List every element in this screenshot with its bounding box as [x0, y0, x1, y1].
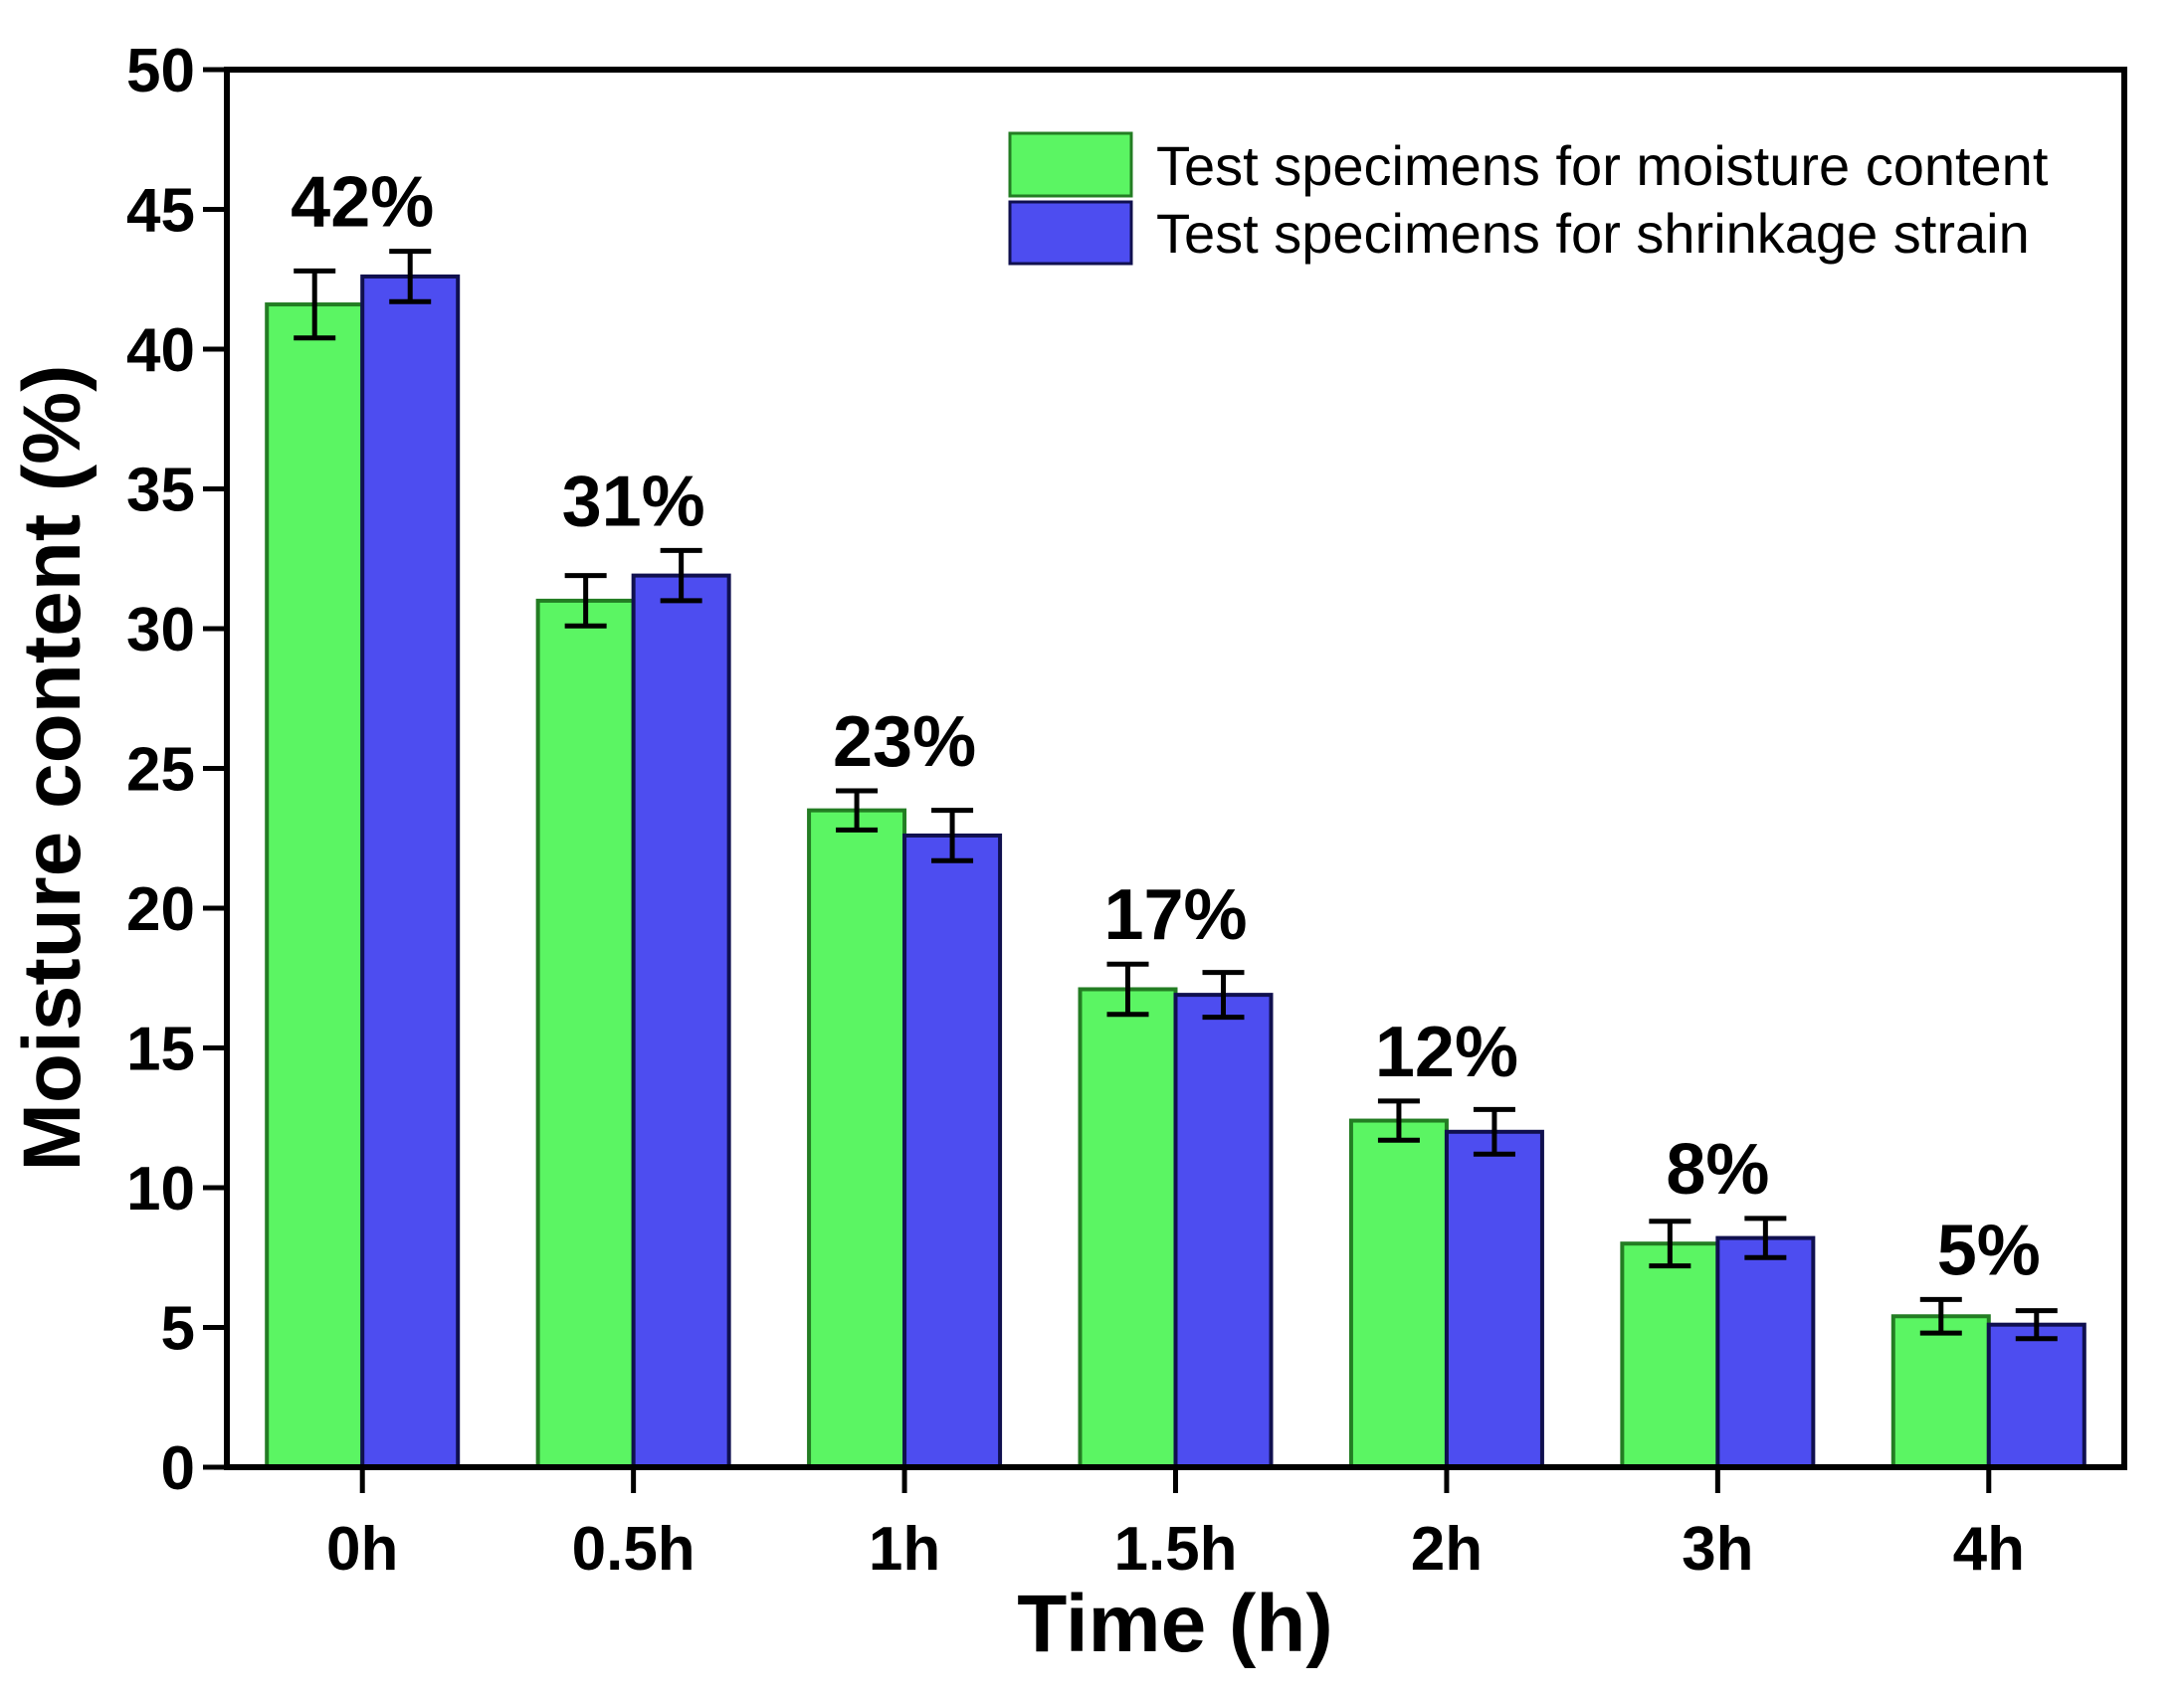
- bar: [1620, 1241, 1720, 1469]
- x-tick-label: 1.5h: [1113, 1515, 1237, 1584]
- bar-value-label: 23%: [833, 702, 976, 782]
- x-tick-label: 1h: [869, 1515, 940, 1584]
- bar-value-label: 31%: [562, 462, 705, 541]
- bar: [1173, 993, 1274, 1469]
- x-tick-label: 2h: [1411, 1515, 1483, 1584]
- error-bar: [1377, 1098, 1420, 1143]
- error-bar: [1919, 1296, 1962, 1336]
- bar: [265, 302, 365, 1469]
- bar-value-label: 8%: [1666, 1130, 1769, 1210]
- x-tick-label: 3h: [1682, 1515, 1753, 1584]
- error-bar: [1202, 970, 1245, 1021]
- legend-swatch-moisture: [1008, 131, 1133, 198]
- y-tick-label: 0: [161, 1434, 195, 1503]
- bar-value-label: 17%: [1103, 875, 1247, 955]
- x-tick-label: 0.5h: [572, 1515, 695, 1584]
- y-tick-label: 25: [126, 736, 195, 805]
- bar: [902, 833, 1003, 1469]
- bar: [1986, 1322, 2086, 1469]
- bar-value-label: 12%: [1375, 1013, 1518, 1092]
- y-tick-label: 50: [126, 37, 195, 105]
- error-bar: [1106, 961, 1149, 1018]
- y-tick-label: 10: [126, 1155, 195, 1224]
- x-tick-label: 0h: [326, 1515, 398, 1584]
- y-tick-label: 45: [126, 177, 195, 246]
- error-bar: [1649, 1219, 1691, 1269]
- legend-label-shrinkage: Test specimens for shrinkage strain: [1156, 202, 2030, 265]
- error-bar: [2015, 1308, 2058, 1342]
- error-bar: [660, 547, 702, 604]
- y-tick-label: 30: [126, 596, 195, 664]
- bar: [1348, 1118, 1449, 1470]
- bar-value-label: 5%: [1937, 1211, 2041, 1290]
- y-tick-label: 20: [126, 875, 195, 944]
- y-tick-label: 35: [126, 457, 195, 525]
- error-bar: [836, 788, 879, 833]
- legend: Test specimens for moisture content Test…: [1008, 131, 2049, 266]
- x-axis-title: Time (h): [1017, 1579, 1332, 1669]
- x-axis-ticks: 0h 0.5h 1h 1.5h 2h 3h 4h: [326, 1467, 2025, 1584]
- legend-label-moisture: Test specimens for moisture content: [1156, 134, 2049, 197]
- error-bar: [1744, 1216, 1787, 1260]
- bar: [1890, 1314, 1991, 1470]
- bar-value-labels: 42% 31% 23% 17% 12% 8% 5%: [291, 163, 2041, 1291]
- error-bar: [931, 808, 974, 863]
- error-bars-layer: [294, 249, 2058, 1342]
- bar: [1444, 1129, 1544, 1470]
- error-bar: [294, 268, 336, 341]
- bar: [535, 598, 636, 1469]
- x-tick-label: 4h: [1953, 1515, 2025, 1584]
- bar-value-label: 42%: [291, 163, 434, 243]
- bar: [360, 274, 461, 1470]
- bar: [1078, 987, 1178, 1469]
- y-axis-title: Moisture content (%): [7, 365, 98, 1172]
- bar: [807, 808, 907, 1469]
- bar: [1715, 1235, 1816, 1469]
- bars-layer: [265, 274, 2086, 1470]
- bar: [631, 573, 731, 1469]
- y-tick-label: 15: [126, 1016, 195, 1084]
- y-tick-label: 40: [126, 316, 195, 385]
- error-bar: [1473, 1106, 1515, 1157]
- y-axis-ticks: 0 5 10 15 20 25 30 35 40 45 50: [126, 37, 227, 1503]
- error-bar: [564, 573, 607, 629]
- error-bar: [389, 249, 432, 304]
- legend-swatch-shrinkage: [1008, 200, 1133, 266]
- y-tick-label: 5: [161, 1295, 195, 1364]
